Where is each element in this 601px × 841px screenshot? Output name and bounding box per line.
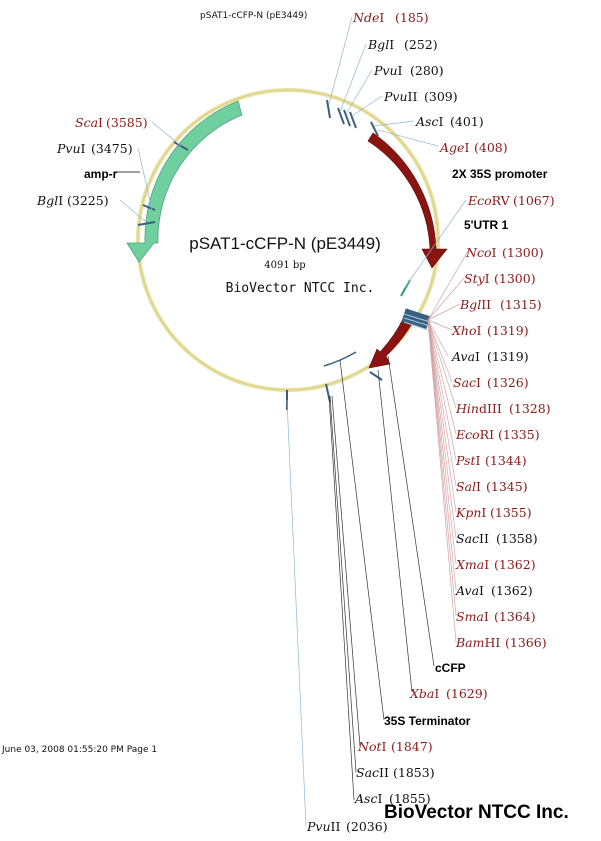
site-pos: (1315): [500, 297, 542, 312]
site-label: SacI: [453, 375, 481, 390]
site-label: AvaI: [451, 349, 480, 364]
terminator-arc: [323, 351, 357, 367]
site-label: NdeI: [352, 10, 384, 25]
site-pos: (1855): [389, 791, 431, 806]
footer-company: BioVector NTCC Inc.: [384, 802, 569, 823]
site-label: PvuII: [306, 819, 340, 834]
leader-lines: [328, 16, 467, 291]
site-pos: (1364): [494, 609, 536, 624]
site-pos: (1366): [505, 635, 547, 650]
promoter-arrow[interactable]: [367, 132, 448, 269]
site-pos: (280): [410, 63, 444, 78]
site-pos: (1362): [491, 583, 533, 598]
site-label: AgeI: [439, 140, 469, 155]
site-pos: (1344): [485, 453, 527, 468]
site-pos: (3475): [91, 141, 133, 156]
footer-timestamp: June 03, 2008 01:55:20 PM Page 1: [1, 745, 157, 755]
site-pos: (408): [474, 140, 508, 155]
site-label: AvaI: [455, 583, 484, 598]
site-pos: (1328): [509, 401, 551, 416]
site-label: AscI: [354, 791, 382, 806]
site-pos: (1319): [487, 349, 529, 364]
site-label: XmaI: [455, 557, 489, 572]
site-pos: (1355): [490, 505, 532, 520]
site-label: NotI: [357, 739, 387, 754]
feature-amp-r: amp-r: [84, 167, 118, 181]
site-label: PvuII: [383, 89, 417, 104]
site-label: SmaI: [456, 609, 489, 624]
site-label: PvuI: [56, 141, 86, 156]
site-label: BglII: [459, 297, 491, 312]
site-label: PvuI: [373, 63, 403, 78]
site-label: XhoI: [451, 323, 481, 338]
site-pos: (185): [395, 10, 429, 25]
feature-promoter: 2X 35S promoter: [452, 167, 548, 181]
plasmid-size: 4091 bp: [264, 260, 305, 271]
site-pos: (1362): [494, 557, 536, 572]
site-pos: (1300): [502, 245, 544, 260]
site-label: HindIII: [455, 401, 502, 416]
site-pos: (252): [404, 37, 438, 52]
plasmid-name: pSAT1-cCFP-N (pE3449): [189, 234, 380, 253]
center-company: BioVector NTCC Inc.: [226, 281, 375, 296]
site-pos: (1326): [487, 375, 529, 390]
site-pos: (1335): [498, 427, 540, 442]
site-label: EcoRI: [455, 427, 494, 442]
site-pos: (401): [450, 114, 484, 129]
site-pos: (3225): [67, 193, 109, 208]
site-pos: (309): [424, 89, 458, 104]
site-pos: (3585): [106, 115, 148, 130]
feature-cfp: cCFP: [435, 661, 466, 675]
site-pos: (1847): [391, 739, 433, 754]
site-label: StyI: [464, 271, 490, 286]
site-pos: (1629): [446, 686, 488, 701]
feature-utr: 5'UTR 1: [464, 218, 509, 232]
site-label: SalI: [456, 479, 481, 494]
site-label: BamHI: [455, 635, 500, 650]
feature-terminator: 35S Terminator: [384, 714, 471, 728]
site-label: XbaI: [409, 686, 439, 701]
site-label: EcoRV: [467, 193, 511, 208]
site-pos: (1300): [494, 271, 536, 286]
site-pos: (1358): [496, 531, 538, 546]
site-pos: (1067): [513, 193, 555, 208]
site-pos: (1345): [486, 479, 528, 494]
site-pos: (1853): [393, 765, 435, 780]
header-title: pSAT1-cCFP-N (pE3449): [200, 11, 307, 21]
site-label: PstI: [455, 453, 481, 468]
site-label: BglI: [367, 37, 394, 52]
site-label: AscI: [415, 114, 443, 129]
amp-r-arrow[interactable]: [126, 100, 243, 263]
site-pos: (2036): [346, 819, 388, 834]
site-label: KpnI: [455, 505, 486, 520]
site-label: NcoI: [465, 245, 496, 260]
site-pos: (1319): [487, 323, 529, 338]
site-label: SacII: [356, 765, 389, 780]
site-label: BglI: [36, 193, 63, 208]
cfp-arrow[interactable]: [368, 316, 416, 369]
site-label: SacII: [456, 531, 489, 546]
site-ticks: [137, 99, 383, 410]
site-label: ScaI: [75, 115, 103, 130]
